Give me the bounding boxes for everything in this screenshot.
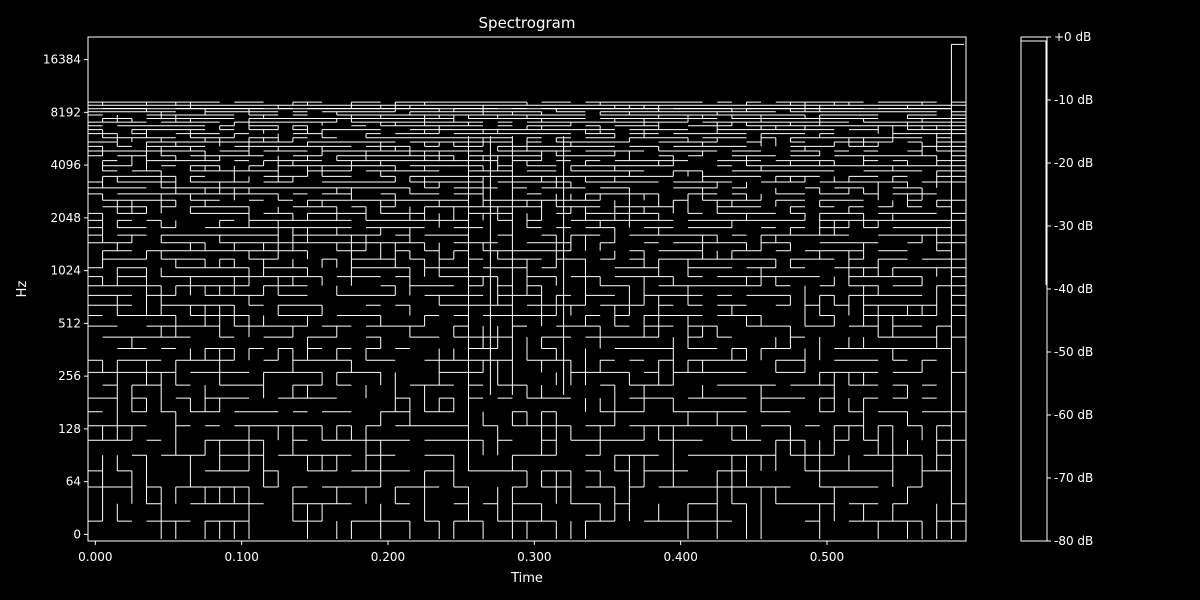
plot-frame bbox=[87, 36, 967, 542]
colorbar-tick-label: -20 dB bbox=[1054, 156, 1093, 170]
colorbar-tick-label: -70 dB bbox=[1054, 471, 1093, 485]
colorbar-tick-label: -60 dB bbox=[1054, 408, 1093, 422]
colorbar-tick-label: -30 dB bbox=[1054, 219, 1093, 233]
y-tick-label: 2048 bbox=[50, 211, 81, 225]
y-tick-label: 128 bbox=[58, 422, 81, 436]
x-tick-label: 0.400 bbox=[663, 550, 697, 564]
colorbar-tick-label: -80 dB bbox=[1054, 534, 1093, 548]
y-tick-label: 8192 bbox=[50, 105, 81, 119]
colorbar-tick-label: -10 dB bbox=[1054, 93, 1093, 107]
y-tick-label: 0 bbox=[73, 527, 81, 541]
colorbar-tick-label: -50 dB bbox=[1054, 345, 1093, 359]
y-tick-label: 64 bbox=[66, 475, 81, 489]
y-axis-label: Hz bbox=[15, 281, 30, 298]
x-axis: 0.000 0.100 0.200 0.300 0.400 0.500 bbox=[78, 541, 844, 564]
x-tick-label: 0.000 bbox=[78, 550, 112, 564]
colorbar-tick-label: -40 dB bbox=[1054, 282, 1093, 296]
y-tick-label: 16384 bbox=[43, 53, 81, 67]
x-tick-label: 0.500 bbox=[810, 550, 844, 564]
colorbar-ticks: +0 dB -10 dB -20 dB -30 dB -40 dB -50 dB -60 d… bbox=[1047, 30, 1093, 548]
x-tick-label: 0.100 bbox=[224, 550, 258, 564]
y-tick-label: 512 bbox=[58, 316, 81, 330]
spectrogram-contours bbox=[87, 43, 966, 539]
x-tick-label: 0.300 bbox=[517, 550, 551, 564]
y-tick-label: 4096 bbox=[50, 158, 81, 172]
x-tick-label: 0.200 bbox=[371, 550, 405, 564]
y-tick-label: 256 bbox=[58, 369, 81, 383]
colorbar-frame bbox=[1020, 36, 1048, 542]
colorbar: +0 dB -10 dB -20 dB -30 dB -40 dB -50 dB -60 d… bbox=[1020, 30, 1093, 548]
x-axis-label: Time bbox=[510, 571, 543, 586]
y-axis: 0 64 128 256 512 1024 2048 4096 8192 16384 bbox=[43, 53, 88, 541]
y-tick-label: 1024 bbox=[50, 264, 81, 278]
chart-title: Spectrogram bbox=[479, 14, 576, 32]
colorbar-tick-label: +0 dB bbox=[1054, 30, 1091, 44]
spectrogram-cells bbox=[87, 43, 966, 539]
